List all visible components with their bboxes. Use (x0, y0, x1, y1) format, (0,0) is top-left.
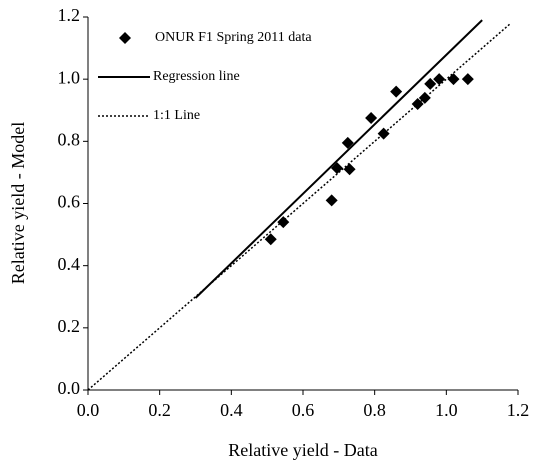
data-point (277, 216, 290, 229)
y-tick-label: 0.2 (58, 316, 81, 336)
data-point (341, 136, 354, 149)
data-point (325, 194, 338, 207)
x-tick-label: 0.4 (220, 400, 243, 420)
data-point (447, 73, 460, 86)
data-point (264, 233, 277, 246)
regression-line (194, 19, 483, 299)
x-tick-label: 1.2 (507, 400, 530, 420)
y-tick-label: 0.8 (58, 129, 81, 149)
legend-label: 1:1 Line (153, 108, 200, 123)
x-tick-label: 0.6 (292, 400, 315, 420)
data-point (377, 127, 390, 140)
data-point (365, 112, 378, 125)
x-tick-label: 0.2 (148, 400, 171, 420)
data-point (424, 77, 437, 90)
identity-line (87, 22, 512, 391)
y-tick-label: 0.4 (58, 254, 81, 274)
y-tick-label: 0.6 (58, 192, 81, 212)
x-axis-label: Relative yield - Data (228, 440, 377, 460)
legend-marker (119, 32, 131, 44)
x-tick-label: 1.0 (435, 400, 458, 420)
legend-label: ONUR F1 Spring 2011 data (155, 30, 312, 45)
y-tick-label: 0.0 (58, 378, 81, 398)
data-point (343, 163, 356, 176)
data-point (461, 73, 474, 86)
legend-label: Regression line (153, 69, 240, 84)
x-tick-label: 0.8 (363, 400, 386, 420)
y-tick-label: 1.0 (58, 67, 81, 87)
y-axis-label: Relative yield - Model (8, 122, 28, 284)
data-point (390, 85, 403, 98)
y-tick-label: 1.2 (58, 5, 81, 25)
x-tick-label: 0.0 (77, 400, 100, 420)
